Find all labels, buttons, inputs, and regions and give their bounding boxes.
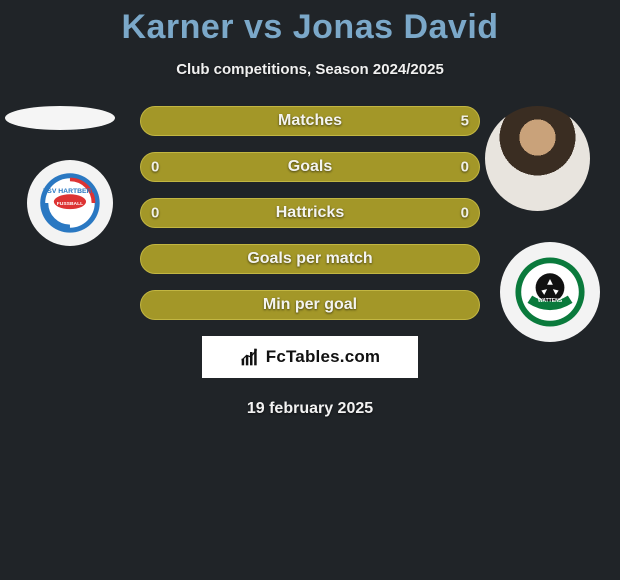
svg-text:TSV HARTBERG: TSV HARTBERG xyxy=(43,188,97,195)
svg-text:WATTENS: WATTENS xyxy=(538,298,563,304)
subtitle: Club competitions, Season 2024/2025 xyxy=(0,61,620,78)
stat-right-value: 0 xyxy=(461,205,469,222)
stat-label: Goals per match xyxy=(247,250,372,268)
club-badge-left: TSV HARTBERG FUSSBALL xyxy=(27,160,113,246)
stat-right-value: 5 xyxy=(461,113,469,130)
stat-label: Hattricks xyxy=(276,204,344,222)
player-avatar-left xyxy=(5,106,115,130)
svg-text:FUSSBALL: FUSSBALL xyxy=(57,201,83,207)
stat-row-goals-per-match: Goals per match xyxy=(140,244,480,274)
stat-rows: Matches 5 0 Goals 0 0 Hattricks 0 Goals … xyxy=(140,106,480,320)
comparison-panel: TSV HARTBERG FUSSBALL WATTENS Matches 5 … xyxy=(0,106,620,418)
stat-left-value: 0 xyxy=(151,159,159,176)
watermark: FcTables.com xyxy=(202,336,418,378)
stat-row-goals: 0 Goals 0 xyxy=(140,152,480,182)
date-label: 19 february 2025 xyxy=(0,400,620,418)
page-title: Karner vs Jonas David xyxy=(0,0,620,47)
stat-label: Matches xyxy=(278,112,342,130)
player-avatar-right xyxy=(485,106,590,211)
club-logo-left-icon: TSV HARTBERG FUSSBALL xyxy=(39,172,101,234)
bar-chart-icon xyxy=(240,347,260,367)
club-badge-right: WATTENS xyxy=(500,242,600,342)
stat-label: Goals xyxy=(288,158,332,176)
stat-label: Min per goal xyxy=(263,296,357,314)
stat-row-matches: Matches 5 xyxy=(140,106,480,136)
stat-right-value: 0 xyxy=(461,159,469,176)
watermark-text: FcTables.com xyxy=(266,347,381,367)
stat-left-value: 0 xyxy=(151,205,159,222)
club-logo-right-icon: WATTENS xyxy=(514,256,586,328)
stat-row-hattricks: 0 Hattricks 0 xyxy=(140,198,480,228)
stat-row-min-per-goal: Min per goal xyxy=(140,290,480,320)
